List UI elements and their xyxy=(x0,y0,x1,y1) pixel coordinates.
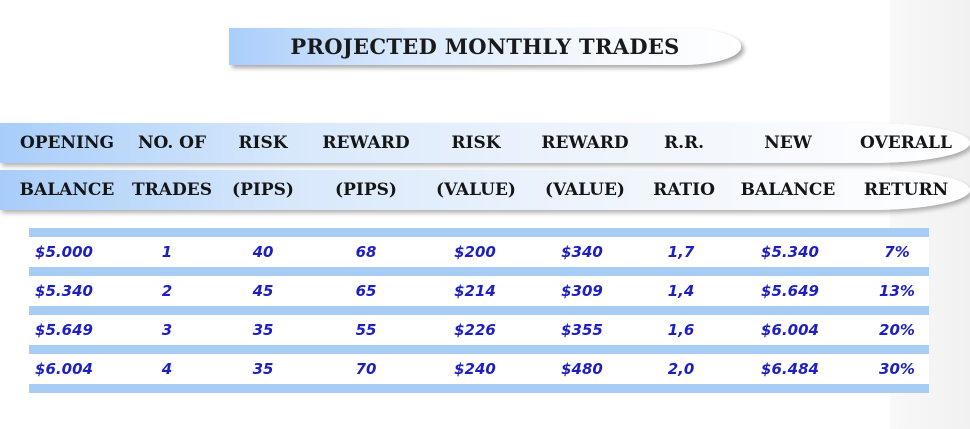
row-separator xyxy=(29,384,929,393)
table-cell: 1,7 xyxy=(667,243,695,261)
column-header-header_row2-5: (VALUE) xyxy=(436,180,516,200)
column-header-header_row2-2: TRADES xyxy=(132,180,212,200)
title-banner: PROJECTED MONTHLY TRADES xyxy=(229,28,741,65)
table-cell: 40 xyxy=(252,243,274,261)
column-header-header_row1-8: NEW xyxy=(764,133,812,153)
table-cell: $5.340 xyxy=(761,243,819,261)
column-header-header_row1-5: RISK xyxy=(451,133,501,153)
column-header-header_row2-6: (VALUE) xyxy=(545,180,625,200)
table-cell: $214 xyxy=(454,282,496,300)
table-cell: $226 xyxy=(454,321,496,339)
table-cell: $480 xyxy=(561,360,603,378)
column-header-header_row1-9: OVERALL xyxy=(860,133,952,153)
table-cell: 70 xyxy=(355,360,377,378)
table-cell: $340 xyxy=(561,243,603,261)
table-cell: 3 xyxy=(161,321,173,339)
table-cell: $5.340 xyxy=(35,282,93,300)
table-cell: 13% xyxy=(879,282,915,300)
table-cell: 1,6 xyxy=(667,321,695,339)
table-cell: 20% xyxy=(879,321,915,339)
table-cell: 55 xyxy=(355,321,377,339)
column-header-header_row2-4: (PIPS) xyxy=(335,180,397,200)
table-cell: $5.000 xyxy=(35,243,93,261)
table-cell: $6.004 xyxy=(35,360,93,378)
column-header-header_row1-2: NO. OF xyxy=(137,133,207,153)
header-row-1: OPENING NO. OF RISK REWARD RISK REWARD R.R. NEW… xyxy=(0,123,970,163)
column-header-header_row2-3: (PIPS) xyxy=(232,180,294,200)
header-row-2: BALANCE TRADES (PIPS) (PIPS) (VALUE) (VALUE) R… xyxy=(0,170,970,210)
table-cell: 68 xyxy=(355,243,377,261)
column-header-header_row1-6: REWARD xyxy=(541,133,629,153)
table-cell: 2,0 xyxy=(667,360,695,378)
column-header-header_row2-7: RATIO xyxy=(653,180,715,200)
column-header-header_row1-1: OPENING xyxy=(19,133,115,153)
table-cell: $200 xyxy=(454,243,496,261)
column-header-header_row2-9: RETURN xyxy=(863,180,949,200)
table-row: $6.004 4 35 70 $240 $480 2,0 $6.484 30% xyxy=(29,354,929,384)
table-cell: 35 xyxy=(252,321,274,339)
table-cell: 65 xyxy=(355,282,377,300)
trades-table: $5.000 1 40 68 $200 $340 1,7 $5.340 7% $5.340 2 45 6… xyxy=(29,228,929,393)
table-cell: 35 xyxy=(252,360,274,378)
table-row: $5.340 2 45 65 $214 $309 1,4 $5.649 13% xyxy=(29,276,929,306)
column-header-header_row2-8: BALANCE xyxy=(740,180,836,200)
table-cell: 7% xyxy=(884,243,910,261)
table-cell: $355 xyxy=(561,321,603,339)
table-cell: $309 xyxy=(561,282,603,300)
page-title: PROJECTED MONTHLY TRADES xyxy=(290,34,680,59)
table-cell: 1 xyxy=(161,243,173,261)
column-header-header_row1-3: RISK xyxy=(238,133,288,153)
table-cell: 4 xyxy=(161,360,173,378)
table-cell: $5.649 xyxy=(35,321,93,339)
column-header-header_row1-7: R.R. xyxy=(663,133,705,153)
table-cell: $240 xyxy=(454,360,496,378)
table-row: $5.649 3 35 55 $226 $355 1,6 $6.004 20% xyxy=(29,315,929,345)
column-header-header_row2-1: BALANCE xyxy=(19,180,115,200)
table-cell: 1,4 xyxy=(667,282,695,300)
table-cell: $5.649 xyxy=(761,282,819,300)
table-cell: $6.004 xyxy=(761,321,819,339)
row-separator xyxy=(29,228,929,237)
row-separator xyxy=(29,345,929,354)
row-separator xyxy=(29,306,929,315)
column-header-header_row1-4: REWARD xyxy=(322,133,410,153)
table-cell: $6.484 xyxy=(761,360,819,378)
table-cell: 45 xyxy=(252,282,274,300)
row-separator xyxy=(29,267,929,276)
table-row: $5.000 1 40 68 $200 $340 1,7 $5.340 7% xyxy=(29,237,929,267)
table-cell: 30% xyxy=(879,360,915,378)
table-cell: 2 xyxy=(161,282,173,300)
